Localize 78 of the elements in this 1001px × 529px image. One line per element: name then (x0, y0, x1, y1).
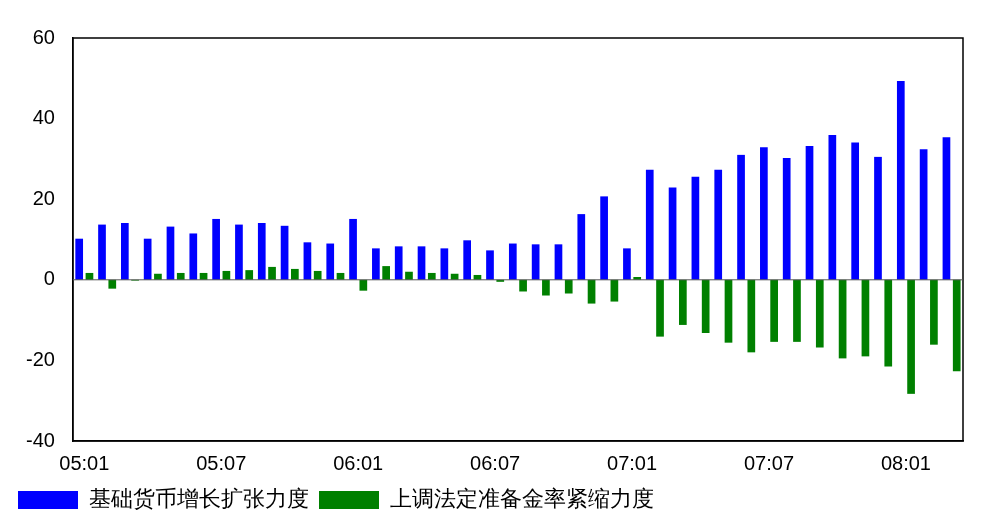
bar (212, 218, 220, 280)
x-tick-label: 05:07 (196, 451, 247, 474)
bar (805, 146, 814, 280)
bar (691, 176, 700, 280)
bar (75, 238, 84, 280)
bar (815, 279, 824, 348)
bar (656, 279, 664, 337)
bar (257, 222, 266, 280)
bar (508, 243, 517, 280)
bar (519, 279, 527, 292)
bar (496, 279, 505, 282)
legend-label: 基础货币增长扩张力度 (89, 485, 309, 511)
bar (542, 279, 550, 296)
bar (235, 224, 243, 280)
bar (587, 279, 596, 304)
bar (874, 156, 882, 280)
bar (942, 137, 951, 280)
bar (382, 266, 390, 280)
y-tick-label: -20 (26, 347, 55, 370)
x-tick-label: 05:01 (59, 451, 110, 474)
bar (359, 279, 368, 291)
bar (600, 196, 608, 280)
x-tick-label: 07:01 (607, 451, 658, 474)
legend-label: 上调法定准备金率紧缩力度 (390, 485, 654, 511)
bar (108, 279, 117, 289)
bar (98, 224, 106, 280)
x-tick-label: 06:07 (470, 451, 521, 474)
bar (645, 169, 654, 280)
bar (349, 218, 357, 280)
bar (884, 279, 893, 367)
bar (394, 246, 403, 280)
bar (930, 279, 938, 345)
bar (782, 158, 791, 280)
bar (564, 279, 573, 294)
bar (189, 233, 198, 280)
x-tick-label: 06:01 (333, 451, 384, 474)
y-tick-label: -40 (26, 428, 55, 451)
bar (851, 142, 860, 280)
bar (463, 240, 472, 280)
bar (724, 279, 733, 343)
y-tick-label: 60 (32, 25, 55, 48)
bar (531, 244, 540, 280)
y-tick-label: 0 (43, 267, 55, 290)
bar (770, 279, 778, 342)
bar (737, 154, 745, 280)
bar (760, 147, 768, 280)
bar (143, 238, 152, 280)
y-tick-label: 40 (32, 106, 55, 129)
bar (440, 248, 449, 280)
bar (828, 135, 837, 280)
bar (747, 279, 756, 353)
bar (120, 222, 129, 280)
x-tick-label: 08:01 (880, 451, 931, 474)
y-tick-label: 20 (32, 186, 55, 209)
bar (919, 149, 928, 280)
bar (793, 279, 801, 342)
bar (245, 270, 254, 280)
x-tick-label: 07:07 (743, 451, 795, 474)
bar (372, 248, 380, 280)
bar (701, 279, 710, 333)
bar (952, 279, 961, 372)
bar (714, 169, 723, 280)
bar (907, 279, 915, 394)
bar (679, 279, 687, 325)
bar (291, 268, 299, 280)
bar (610, 279, 619, 302)
bar (838, 279, 847, 359)
bar (303, 242, 312, 280)
bar (861, 279, 870, 357)
bar (268, 266, 276, 280)
bar (623, 248, 631, 280)
bar (668, 187, 677, 280)
bar (486, 250, 494, 280)
bar (554, 244, 563, 280)
bar (326, 243, 335, 280)
bar (417, 246, 426, 280)
bar (896, 81, 905, 280)
bar (577, 214, 586, 280)
